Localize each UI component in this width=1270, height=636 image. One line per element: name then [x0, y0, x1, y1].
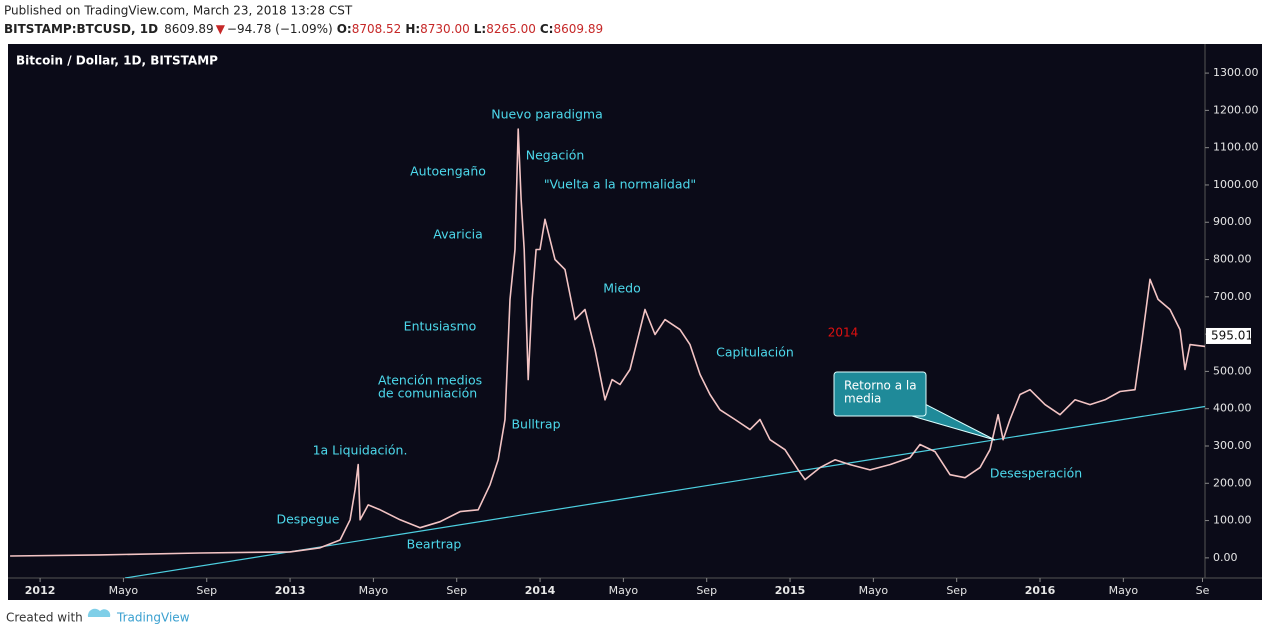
x-tick-label: 2013	[275, 584, 306, 597]
c: 8609.89	[553, 22, 603, 36]
x-tick-label: 2014	[525, 584, 556, 597]
y-tick-label: 1300.00	[1213, 66, 1259, 79]
annotation: Avaricia	[433, 227, 483, 242]
annotation: Entusiasmo	[404, 319, 477, 334]
x-tick-label: Mayo	[609, 584, 639, 597]
year-note: 2014	[828, 326, 859, 340]
annotation: "Vuelta a la normalidad"	[544, 177, 696, 192]
footer-created: Created with	[6, 611, 83, 625]
o-label: O:	[337, 22, 352, 36]
last-price-box	[1206, 327, 1251, 344]
y-tick-label: 900.00	[1213, 215, 1252, 228]
x-tick-label: Sep	[696, 584, 717, 597]
h: 8730.00	[420, 22, 470, 36]
price-line	[10, 128, 1205, 557]
annotation: Despegue	[276, 512, 339, 527]
x-tick-label: Sep	[446, 584, 467, 597]
plot	[10, 128, 1205, 578]
callout-text: Retorno a la	[844, 379, 917, 393]
y-tick-label: 500.00	[1213, 364, 1252, 377]
h-label: H:	[405, 22, 420, 36]
y-tick-label: 800.00	[1213, 253, 1252, 266]
symbol-line: BITSTAMP:BTCUSD, 1D 8609.89 ▼ −94.78 (−1.09…	[4, 22, 603, 36]
chart-title: Bitcoin / Dollar, 1D, BITSTAMP	[16, 54, 218, 68]
y-tick-label: 1100.00	[1213, 141, 1259, 154]
annotation: Autoengaño	[410, 164, 486, 179]
annotation: Beartrap	[407, 537, 462, 552]
y-tick-label: 200.00	[1213, 476, 1252, 489]
x-tick-label: Mayo	[359, 584, 389, 597]
published: Published on TradingView.com, March 23, …	[4, 4, 353, 18]
annotation: Miedo	[603, 281, 641, 296]
y-tick-label: 100.00	[1213, 514, 1252, 527]
y-tick-label: 0.00	[1213, 551, 1238, 564]
logo	[87, 608, 111, 617]
y-tick-label: 400.00	[1213, 402, 1252, 415]
x-tick-label: Mayo	[859, 584, 889, 597]
callout-text: media	[844, 392, 881, 406]
annotation: de comuniación	[378, 386, 477, 401]
y-tick-label: 700.00	[1213, 290, 1252, 303]
x-tick-label: 2016	[1025, 584, 1056, 597]
symbol: BITSTAMP:BTCUSD, 1D	[4, 22, 158, 36]
x-tick-label: 2012	[25, 584, 56, 597]
x-tick-label: Se	[1196, 584, 1210, 597]
last-price-label: 595.01	[1211, 328, 1253, 342]
annotation: Desesperación	[990, 466, 1082, 481]
l: 8265.00	[486, 22, 536, 36]
annotation: Capitulación	[716, 345, 794, 360]
x-tick-label: Sep	[196, 584, 217, 597]
annotation: 1a Liquidación.	[313, 443, 408, 458]
annotation: Bulltrap	[511, 417, 560, 432]
y-tick-label: 1000.00	[1213, 178, 1259, 191]
l-label: L:	[474, 22, 486, 36]
x-tick-label: 2015	[775, 584, 806, 597]
o: 8708.52	[352, 22, 402, 36]
footer-brand: TradingView	[116, 611, 190, 625]
x-tick-label: Mayo	[1109, 584, 1139, 597]
callout-box	[833, 371, 927, 417]
arrow: ▼	[216, 22, 226, 36]
chart-background	[8, 44, 1262, 600]
x-tick-label: Mayo	[109, 584, 139, 597]
y-tick-label: 1200.00	[1213, 103, 1259, 116]
y-tick-label: 300.00	[1213, 439, 1252, 452]
annotation: Atención medios	[378, 373, 482, 388]
x-tick-label: Sep	[946, 584, 967, 597]
annotation: Nuevo paradigma	[491, 107, 603, 122]
c-label: C:	[540, 22, 554, 36]
change: −94.78 (−1.09%)	[227, 22, 333, 36]
last: 8609.89	[164, 22, 214, 36]
annotation: Negación	[526, 148, 585, 163]
